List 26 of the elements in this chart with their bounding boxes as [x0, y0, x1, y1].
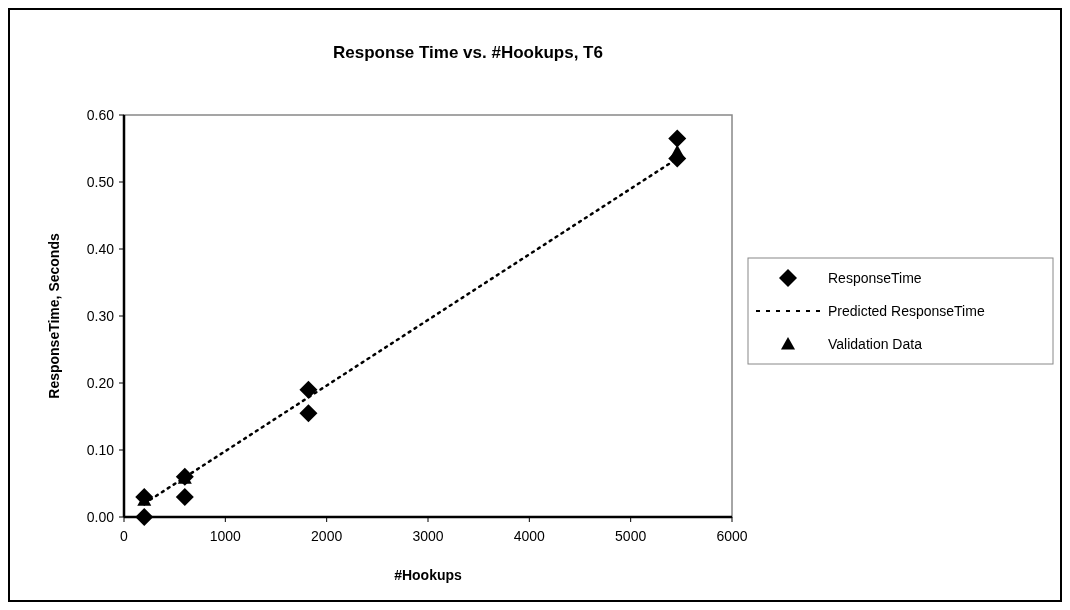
point [668, 129, 687, 148]
point [175, 487, 194, 506]
y-tick-label: 0.50 [86, 174, 115, 190]
y-tick-label: 0.20 [86, 375, 115, 391]
chart-title: Response Time vs. #Hookups, T6 [333, 43, 603, 62]
x-tick-label: 6000 [716, 528, 748, 544]
y-tick-label: 0.30 [86, 308, 115, 324]
y-tick-label: 0.00 [86, 509, 115, 525]
x-tick-label: 2000 [311, 528, 343, 544]
x-tick-label: 5000 [615, 528, 647, 544]
x-tick-label: 3000 [412, 528, 444, 544]
point [299, 380, 318, 399]
point [670, 144, 685, 158]
y-tick-label: 0.60 [86, 107, 115, 123]
point [135, 508, 154, 526]
x-tick-label: 0 [120, 528, 129, 544]
legend-label: Validation Data [828, 336, 923, 352]
x-tick-label: 4000 [513, 528, 546, 544]
y-axis-title: ResponseTime, Seconds [46, 233, 62, 399]
legend-label: Predicted ResponseTime [828, 303, 985, 319]
legend-label: ResponseTime [828, 270, 922, 286]
x-axis-title: #Hookups [394, 567, 463, 583]
point [299, 404, 318, 423]
y-tick-label: 0.40 [86, 241, 115, 257]
y-tick-label: 0.10 [86, 442, 115, 458]
x-tick-label: 1000 [209, 528, 242, 544]
